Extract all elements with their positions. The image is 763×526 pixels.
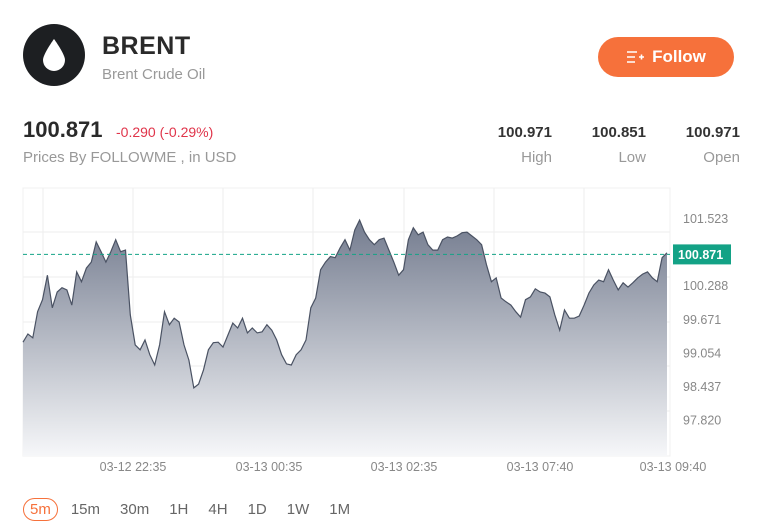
stat-low: 100.851 Low <box>566 124 646 166</box>
current-price: 100.871 <box>23 117 103 142</box>
follow-button[interactable]: Follow <box>598 37 734 77</box>
x-tick-label: 03-12 22:35 <box>100 460 167 474</box>
y-tick-label: 100.288 <box>683 279 728 293</box>
follow-label: Follow <box>652 47 706 66</box>
logo <box>23 24 85 86</box>
x-tick-label: 03-13 02:35 <box>371 460 438 474</box>
stat-open: 100.971 Open <box>660 124 740 166</box>
y-tick-label: 101.523 <box>683 212 728 226</box>
period-tab-4h[interactable]: 4H <box>208 501 228 518</box>
symbol-title: BRENT <box>102 32 191 60</box>
period-tab-30m[interactable]: 30m <box>120 501 150 518</box>
oil-drop-icon <box>43 39 65 71</box>
price-change: -0.290 (-0.29%) <box>116 124 214 140</box>
current-price-label: 100.871 <box>678 248 723 262</box>
y-tick-label: 97.820 <box>683 414 721 428</box>
y-tick-label: 99.054 <box>683 346 721 360</box>
y-tick-label: 99.671 <box>683 313 721 327</box>
current-price-badge <box>673 244 731 265</box>
period-tab-1w[interactable]: 1W <box>286 501 310 518</box>
x-tick-label: 03-13 09:40 <box>640 460 707 474</box>
x-tick-label: 03-13 00:35 <box>236 460 303 474</box>
period-tab-1h[interactable]: 1H <box>169 501 189 518</box>
price-line <box>22 218 668 389</box>
x-tick-label: 03-13 07:40 <box>507 460 574 474</box>
stat-label: High <box>521 149 552 166</box>
instrument-name: Brent Crude Oil <box>102 66 206 83</box>
period-selector: 5m 15m 30m 1H 4H 1D 1W 1M <box>23 498 363 521</box>
price-source: Prices By FOLLOWME , in USD <box>23 149 237 166</box>
price-chart[interactable]: 101.523 100.288 99.671 99.054 98.437 97.820 0… <box>0 180 763 480</box>
stat-value: 100.971 <box>685 124 740 141</box>
stat-value: 100.851 <box>591 124 646 141</box>
period-tab-1d[interactable]: 1D <box>247 501 267 518</box>
y-tick-label: 98.437 <box>683 380 721 394</box>
stat-label: Low <box>618 149 646 166</box>
period-tab-5m[interactable]: 5m <box>23 498 58 521</box>
stat-value: 100.971 <box>497 124 552 141</box>
stat-label: Open <box>703 149 740 166</box>
period-tab-1m[interactable]: 1M <box>329 501 351 518</box>
period-tab-15m[interactable]: 15m <box>70 501 101 518</box>
add-list-icon <box>627 51 645 63</box>
stat-high: 100.971 High <box>472 124 552 166</box>
price-area <box>23 220 667 456</box>
